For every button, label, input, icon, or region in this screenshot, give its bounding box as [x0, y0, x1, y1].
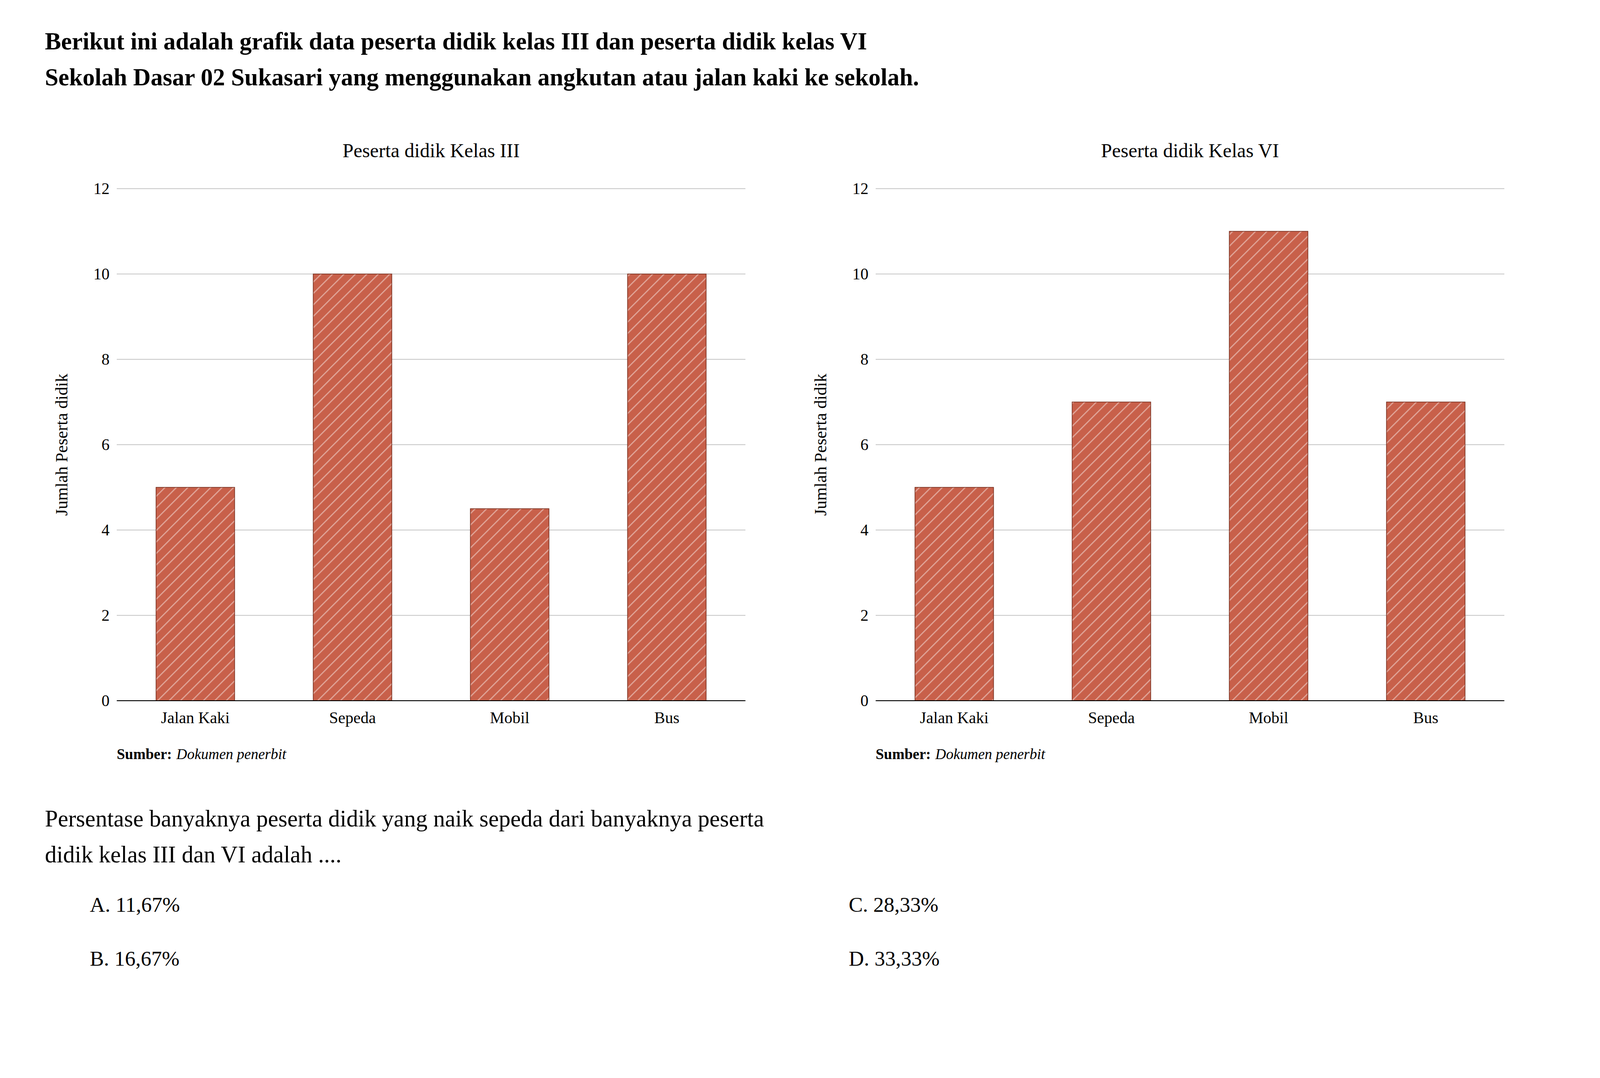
- grid-line: [116, 700, 746, 701]
- y-tick-label: 0: [860, 691, 869, 710]
- source: Sumber:Dokumen penerbit: [875, 745, 1046, 763]
- option: A. 11,67%: [89, 892, 181, 917]
- figure-title: Berikut ini adalah grafik data peserta d…: [44, 27, 868, 55]
- y-axis-label: Jumlah Peserta didik: [811, 373, 830, 516]
- chart-title: Peserta didik Kelas III: [342, 139, 521, 162]
- y-axis-label: Jumlah Peserta didik: [52, 373, 71, 516]
- y-tick-label: 8: [101, 350, 110, 369]
- source-part: Sumber:: [875, 745, 931, 763]
- y-tick-label: 6: [860, 435, 869, 454]
- y-tick-label: 4: [101, 520, 110, 539]
- y-tick-label: 12: [852, 179, 869, 198]
- x-tick-label: Mobil: [489, 708, 530, 727]
- figure: Berikut ini adalah grafik data peserta d…: [0, 0, 1600, 1078]
- question: didik kelas III dan VI adalah ....: [44, 841, 342, 868]
- bar: [1386, 401, 1466, 701]
- y-tick-label: 2: [860, 606, 869, 625]
- bar: [156, 487, 235, 701]
- x-tick-label: Sepeda: [1088, 708, 1135, 727]
- grid-line: [875, 188, 1505, 190]
- y-tick-label: 0: [101, 691, 110, 710]
- page: {"title": "Berikut ini adalah grafik dat…: [0, 0, 1600, 1078]
- source-part: Dokumen penerbit: [934, 745, 1046, 763]
- background: [0, 0, 1600, 1078]
- x-axis-line: [875, 700, 1505, 701]
- option: D. 33,33%: [848, 946, 940, 970]
- x-tick-label: Jalan Kaki: [920, 708, 989, 727]
- bar: [1072, 401, 1151, 701]
- bar: [627, 273, 707, 701]
- figure-title: Sekolah Dasar 02 Sukasari yang menggunak…: [44, 63, 920, 91]
- option: C. 28,33%: [848, 892, 939, 917]
- source-part: Dokumen penerbit: [176, 745, 287, 763]
- x-tick-label: Bus: [1413, 708, 1439, 727]
- bars: [156, 273, 707, 701]
- y-tick-label: 10: [852, 264, 869, 283]
- question: Persentase banyaknya peserta didik yang …: [44, 805, 764, 832]
- source-part: Sumber:: [116, 745, 172, 763]
- y-tick-label: 8: [860, 350, 869, 369]
- source: Sumber:Dokumen penerbit: [116, 745, 287, 763]
- bars: [915, 231, 1466, 701]
- option: B. 16,67%: [89, 946, 180, 970]
- y-tick-label: 2: [101, 606, 110, 625]
- bar: [313, 273, 393, 701]
- x-tick-label: Jalan Kaki: [161, 708, 230, 727]
- grid-line: [875, 358, 1505, 360]
- bar: [1229, 231, 1309, 701]
- x-tick-label: Mobil: [1248, 708, 1289, 727]
- y-tick-label: 12: [93, 179, 110, 198]
- bar: [470, 508, 550, 701]
- x-axis-line: [116, 700, 746, 701]
- grid-line: [875, 273, 1505, 275]
- chart: Peserta didik Kelas III 0 2 4 6 8 10 12 Jalan Ka…: [52, 139, 746, 763]
- y-tick-label: 4: [860, 520, 869, 539]
- y-tick-label: 10: [93, 264, 110, 283]
- chart-title: Peserta didik Kelas VI: [1101, 139, 1279, 162]
- grid-line: [875, 700, 1505, 701]
- bar: [915, 487, 994, 701]
- x-tick-label: Bus: [654, 708, 680, 727]
- chart: Peserta didik Kelas VI 0 2 4 6 8 10 12 Jalan Kak…: [811, 139, 1505, 763]
- grid-line: [116, 188, 746, 190]
- x-tick-label: Sepeda: [329, 708, 376, 727]
- y-tick-label: 6: [101, 435, 110, 454]
